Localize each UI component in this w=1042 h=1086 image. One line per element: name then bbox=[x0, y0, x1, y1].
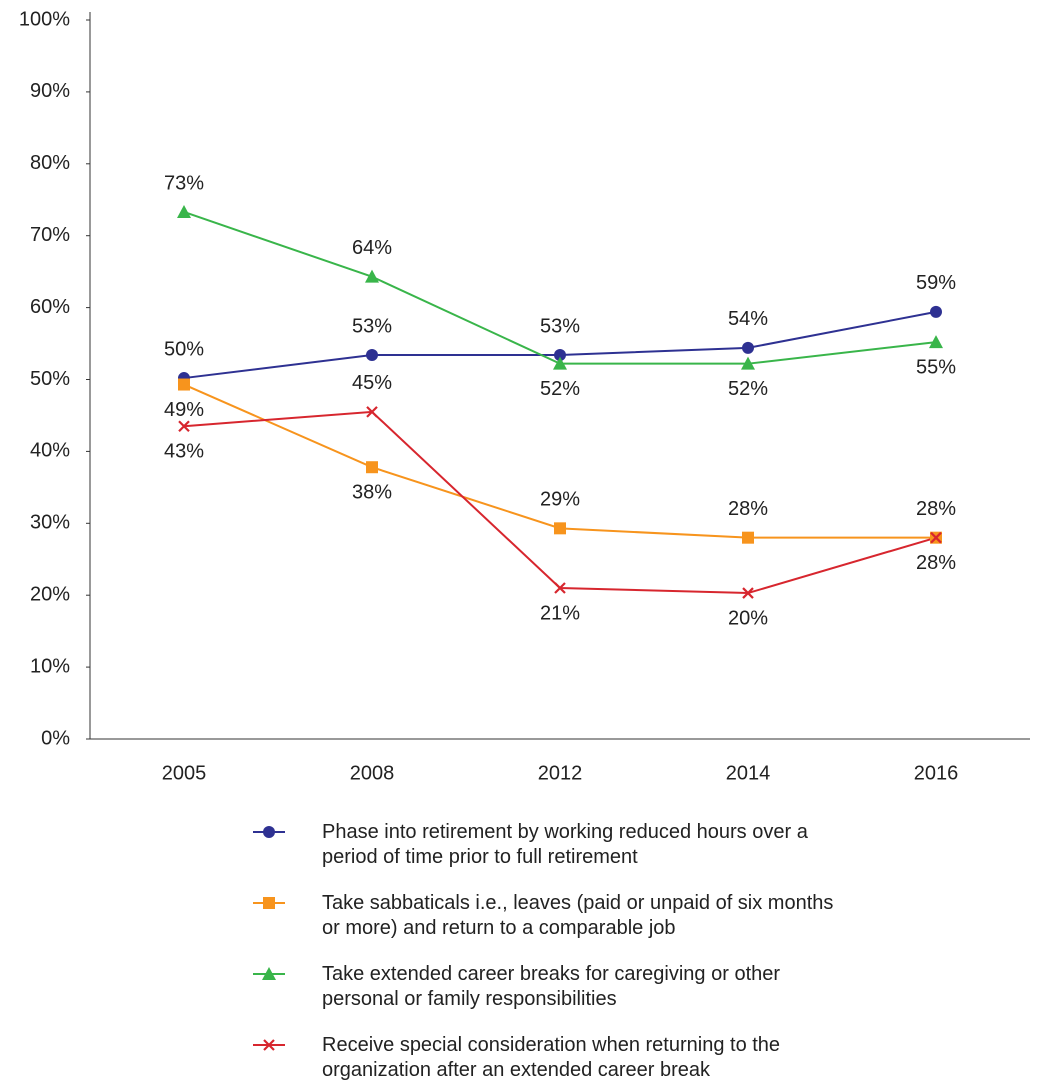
y-tick-label: 70% bbox=[30, 224, 70, 246]
legend-label: Take extended career breaks for caregivi… bbox=[322, 963, 781, 1010]
data-label: 59% bbox=[916, 272, 956, 294]
marker bbox=[553, 356, 567, 370]
marker bbox=[930, 531, 942, 544]
data-label: 28% bbox=[916, 498, 956, 520]
marker bbox=[741, 356, 755, 370]
data-label: 53% bbox=[540, 315, 580, 337]
data-label: 38% bbox=[352, 481, 392, 503]
data-label: 43% bbox=[164, 441, 204, 463]
legend-label: Take sabbaticals i.e., leaves (paid or u… bbox=[322, 892, 834, 939]
data-label: 50% bbox=[164, 338, 204, 360]
data-label: 45% bbox=[352, 372, 392, 394]
y-tick-label: 90% bbox=[30, 80, 70, 102]
data-label: 53% bbox=[352, 315, 392, 337]
data-label: 20% bbox=[728, 607, 768, 629]
marker bbox=[178, 420, 190, 433]
legend-item: Phase into retirement by working reduced… bbox=[252, 820, 852, 870]
legend: Phase into retirement by working reduced… bbox=[252, 820, 852, 1086]
series-line bbox=[183, 211, 937, 365]
marker bbox=[263, 1039, 275, 1051]
x-tick-label: 2012 bbox=[538, 762, 583, 784]
legend-item: Take extended career breaks for caregivi… bbox=[252, 962, 852, 1012]
data-label: 54% bbox=[728, 308, 768, 330]
x-tick-label: 2016 bbox=[914, 762, 959, 784]
data-label: 55% bbox=[916, 356, 956, 378]
marker bbox=[930, 305, 942, 318]
data-label: 28% bbox=[728, 498, 768, 520]
y-tick-label: 10% bbox=[30, 655, 70, 677]
x-tick-label: 2014 bbox=[726, 762, 771, 784]
x-tick-label: 2005 bbox=[162, 762, 207, 784]
marker bbox=[742, 341, 754, 354]
marker bbox=[554, 582, 566, 594]
chart: 0% 10% 20% 30% 40% 50% 60% 70% 80% 90% 100% 2005 200… bbox=[19, 8, 1030, 784]
data-label: 52% bbox=[540, 378, 580, 400]
legend-item: Take sabbaticals i.e., leaves (paid or u… bbox=[252, 891, 852, 941]
legend-icon bbox=[253, 1039, 285, 1051]
marker bbox=[177, 204, 191, 218]
marker bbox=[366, 461, 378, 474]
x-tick-label: 2008 bbox=[350, 762, 395, 784]
legend-icon bbox=[253, 967, 285, 980]
legend-icon bbox=[253, 826, 285, 838]
marker bbox=[554, 349, 566, 362]
data-label: 64% bbox=[352, 237, 392, 259]
data-label: 28% bbox=[916, 552, 956, 574]
marker bbox=[742, 531, 754, 544]
y-tick-label: 30% bbox=[30, 512, 70, 534]
marker bbox=[366, 406, 378, 418]
marker bbox=[742, 587, 754, 599]
y-tick-label: 0% bbox=[41, 727, 70, 749]
marker bbox=[929, 335, 943, 349]
marker bbox=[365, 269, 379, 283]
y-tick-label: 80% bbox=[30, 152, 70, 174]
legend-item: Receive special consideration when retur… bbox=[252, 1033, 852, 1083]
series-line bbox=[183, 383, 936, 539]
y-tick-label: 60% bbox=[30, 296, 70, 318]
data-label: 49% bbox=[164, 399, 204, 421]
marker bbox=[263, 897, 275, 909]
y-tick-label: 20% bbox=[30, 583, 70, 605]
data-label: 73% bbox=[164, 172, 204, 194]
y-tick-label: 100% bbox=[19, 8, 70, 30]
data-label: 21% bbox=[540, 602, 580, 624]
marker bbox=[262, 967, 276, 980]
marker bbox=[366, 349, 378, 362]
marker bbox=[554, 522, 566, 535]
y-tick-label: 40% bbox=[30, 440, 70, 462]
legend-label: Phase into retirement by working reduced… bbox=[322, 821, 808, 868]
legend-label: Receive special consideration when retur… bbox=[322, 1034, 781, 1081]
data-label: 29% bbox=[540, 489, 580, 511]
legend-icon bbox=[253, 897, 285, 909]
y-tick-label: 50% bbox=[30, 368, 70, 390]
marker bbox=[263, 826, 275, 838]
marker bbox=[178, 378, 190, 391]
data-label: 52% bbox=[728, 378, 768, 400]
